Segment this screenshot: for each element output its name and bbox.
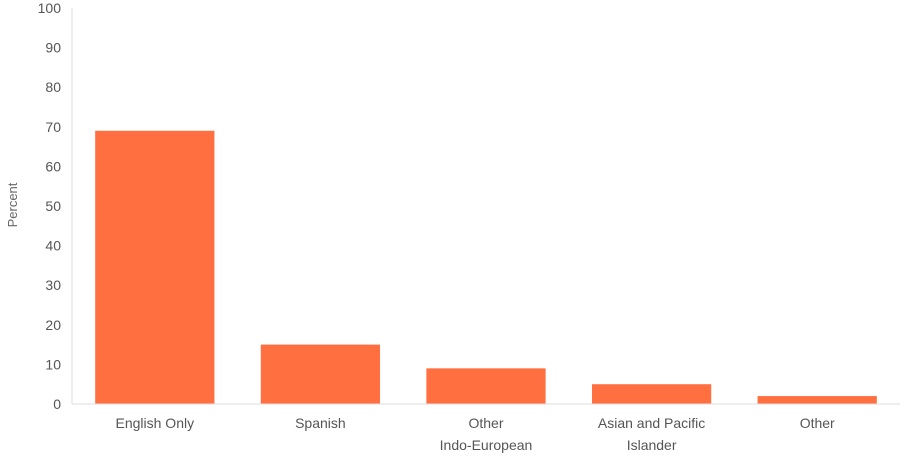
y-tick-label: 30 [45,277,61,293]
y-tick-label: 70 [45,119,61,135]
bars [95,131,877,404]
x-axis-labels: English Only Spanish Other Indo-European Asi… [116,415,836,453]
bar [758,396,877,404]
x-category-label: Spanish [295,415,346,431]
bar [261,345,380,404]
y-tick-label: 60 [45,158,61,174]
y-tick-label: 10 [45,356,61,372]
bar [95,131,214,404]
y-tick-label: 100 [38,0,62,16]
x-category-label: English Only [116,415,195,431]
y-axis-ticks: 0 10 20 30 40 50 60 70 80 90 100 [38,0,62,412]
x-category-label: Other Indo-European [440,415,533,453]
bar [592,384,711,404]
x-category-label: Asian and Pacific Islander [598,415,705,453]
y-tick-label: 90 [45,40,61,56]
y-tick-label: 80 [45,79,61,95]
y-tick-label: 50 [45,198,61,214]
y-tick-label: 20 [45,317,61,333]
y-tick-label: 0 [53,396,61,412]
x-category-label: Other [800,415,835,431]
y-axis-title: Percent [5,182,20,227]
y-tick-label: 40 [45,238,61,254]
bar [426,368,545,404]
